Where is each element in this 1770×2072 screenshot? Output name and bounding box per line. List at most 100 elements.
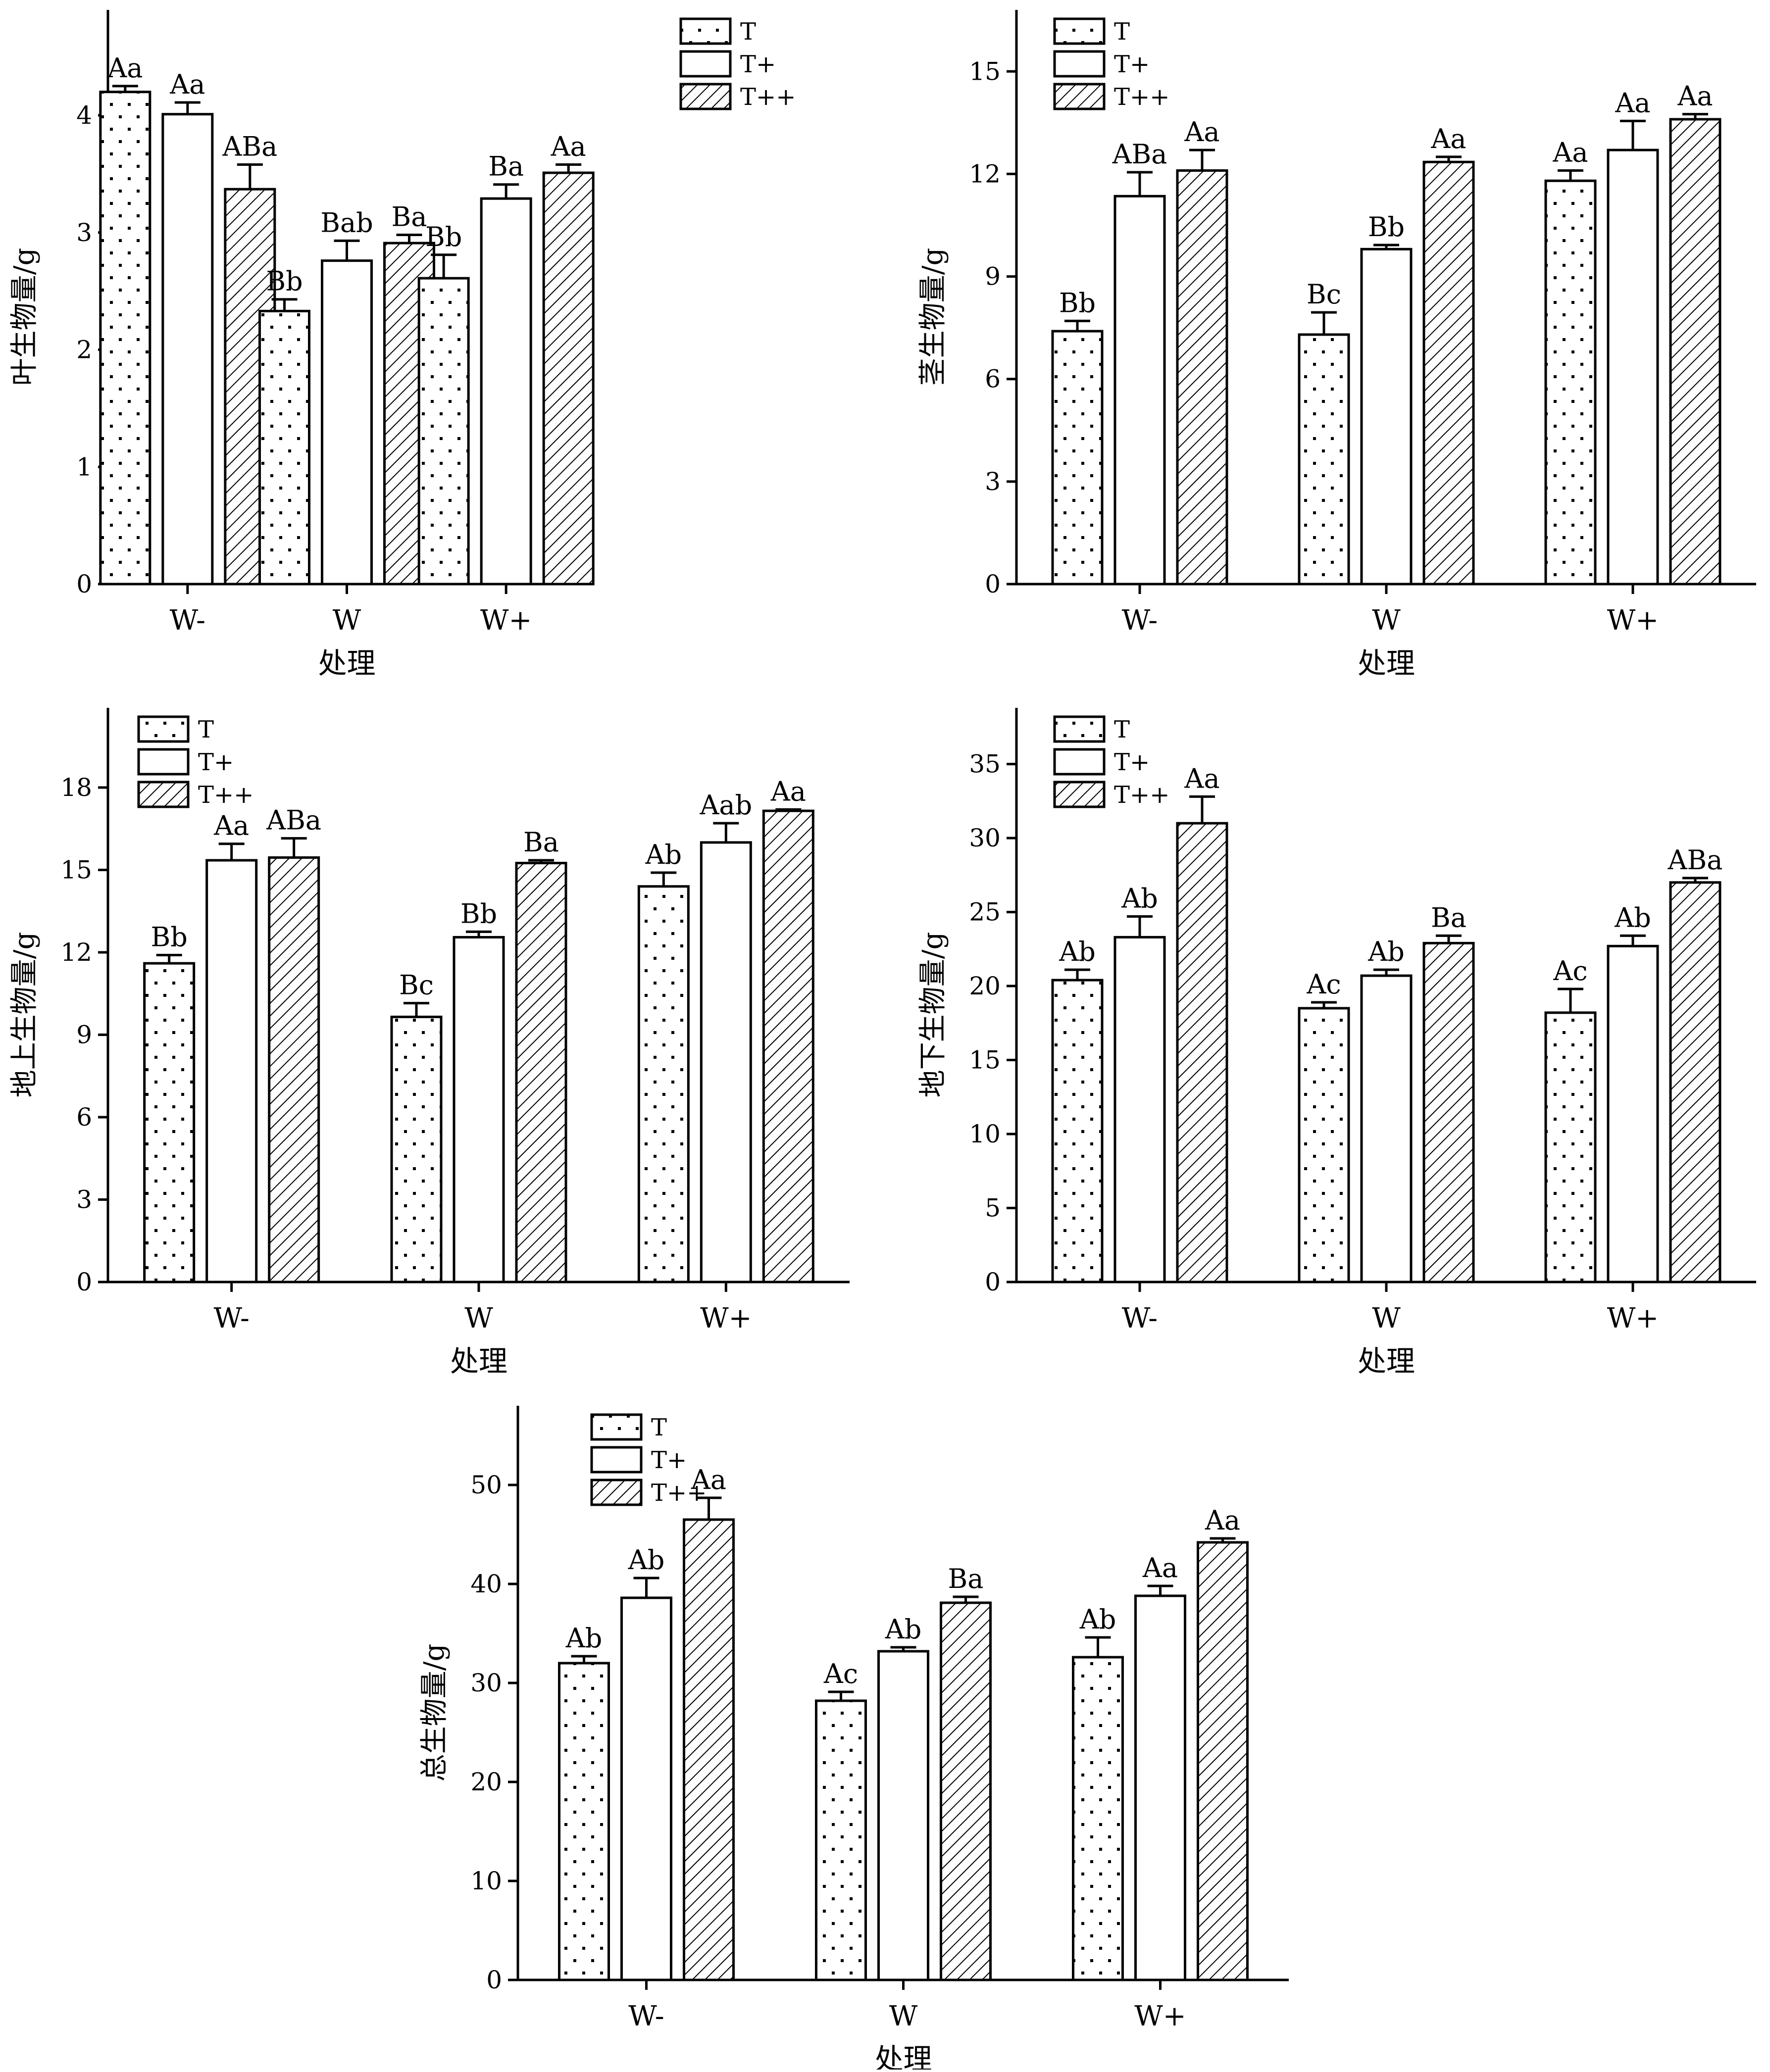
x-tick-label: W- <box>213 1302 249 1334</box>
bar <box>1607 944 1659 1283</box>
y-tick-label: 2 <box>76 336 92 364</box>
bar <box>258 309 310 586</box>
significance-label: Aa <box>1184 116 1219 148</box>
bar <box>515 862 567 1283</box>
x-tick-label: W <box>464 1302 493 1334</box>
significance-label: Aa <box>1615 87 1650 118</box>
x-tick-label: W <box>889 2000 918 2032</box>
x-tick-label: W- <box>170 604 205 637</box>
bar <box>205 859 258 1283</box>
chart-panel-4: 0 5 10 15 20 25 30 35 地下生物量/g W- Ab Ab Aa W Ac Ab Ba W+ Ac… <box>917 708 1756 1378</box>
bar <box>1544 1011 1597 1283</box>
legend-swatch <box>1053 50 1106 78</box>
x-tick-label: W <box>1372 1302 1401 1334</box>
y-tick-label: 10 <box>969 1120 1001 1148</box>
significance-label: Aa <box>551 131 586 162</box>
y-tick-label: 0 <box>985 1268 1001 1296</box>
legend-label: T++ <box>198 781 253 809</box>
bar <box>1298 333 1350 586</box>
bar <box>1113 936 1166 1283</box>
y-tick-label: 50 <box>470 1471 502 1499</box>
chart-panel-2: 0 3 6 9 12 15 茎生物量/g W- Bb ABa Aa W Bc Bb Aa W+ Aa Aa Aa 处理… <box>917 10 1756 680</box>
chart-panel-5: 0 10 20 30 40 50 总生物量/g W- Ab Ab Aa W Ac Ab Ba W+ Ab Aa Aa… <box>418 1406 1289 2072</box>
x-tick-label: W- <box>628 2000 664 2032</box>
significance-label: Bab <box>320 207 373 238</box>
bar <box>453 936 505 1283</box>
bar <box>1669 118 1721 586</box>
y-tick-label: 18 <box>60 773 92 802</box>
bar <box>480 197 532 586</box>
x-tick-label: W+ <box>1134 2000 1186 2032</box>
legend-label: T <box>651 1414 667 1441</box>
significance-label: Aa <box>1677 81 1713 112</box>
bar <box>700 841 752 1283</box>
legend: T T+ T++ <box>137 715 253 809</box>
bar <box>1607 148 1659 586</box>
y-tick-label: 20 <box>969 972 1001 1000</box>
significance-label: Bc <box>399 970 434 1001</box>
y-tick-label: 4 <box>76 101 92 130</box>
y-axis-label: 总生物量/g <box>418 1644 451 1782</box>
significance-label: ABa <box>266 805 321 836</box>
significance-label: Ab <box>1059 936 1096 967</box>
x-axis-label: 处理 <box>1358 1344 1415 1378</box>
significance-label: Bb <box>1059 287 1096 318</box>
significance-label: Aa <box>107 52 143 84</box>
significance-label: Ab <box>645 839 682 870</box>
significance-label: Ab <box>628 1544 665 1576</box>
y-tick-label: 12 <box>969 159 1001 188</box>
significance-label: Aa <box>691 1464 726 1495</box>
bar <box>1134 1594 1186 1981</box>
y-tick-label: 25 <box>969 898 1001 927</box>
x-axis-label: 处理 <box>450 1344 507 1378</box>
bar <box>877 1650 929 1981</box>
legend-swatch <box>1053 83 1106 110</box>
significance-label: Bb <box>1368 211 1405 243</box>
y-tick-label: 35 <box>969 750 1001 779</box>
significance-label: Bb <box>266 266 303 297</box>
legend-swatch <box>1053 781 1106 808</box>
legend-label: T <box>198 716 214 743</box>
x-tick-label: W- <box>1122 1302 1158 1334</box>
significance-label: Ba <box>392 201 427 233</box>
bar <box>143 962 196 1283</box>
y-axis-label: 地上生物量/g <box>8 932 41 1098</box>
y-tick-label: 0 <box>985 570 1001 598</box>
significance-label: Ab <box>565 1623 603 1654</box>
y-tick-label: 6 <box>76 1103 92 1132</box>
bar <box>762 809 814 1283</box>
significance-label: Aab <box>699 789 752 821</box>
y-tick-label: 15 <box>60 855 92 884</box>
legend-label: T+ <box>198 748 234 776</box>
y-tick-label: 0 <box>76 1268 92 1296</box>
y-tick-label: 15 <box>969 1046 1001 1075</box>
y-tick-label: 10 <box>470 1867 502 1895</box>
bar <box>1422 160 1475 586</box>
bar <box>1544 179 1597 586</box>
x-tick-label: W+ <box>1607 604 1659 637</box>
bar <box>1298 1007 1350 1283</box>
bar <box>99 91 152 586</box>
y-tick-label: 12 <box>60 938 92 967</box>
bar <box>1113 195 1166 586</box>
significance-label: Aa <box>770 776 806 807</box>
bar <box>268 856 320 1283</box>
significance-label: Aa <box>1184 763 1219 794</box>
x-tick-label: W+ <box>480 604 532 637</box>
significance-label: Aa <box>1430 123 1466 154</box>
x-tick-label: W+ <box>700 1302 752 1334</box>
legend: T T+ T++ <box>679 17 796 111</box>
significance-label: Ab <box>1367 936 1405 967</box>
significance-label: Aa <box>169 69 205 100</box>
significance-label: Ba <box>523 827 559 858</box>
x-tick-label: W+ <box>1607 1302 1659 1334</box>
x-tick-label: W <box>333 604 361 637</box>
significance-label: Bc <box>1307 279 1341 310</box>
y-axis-label: 地下生物量/g <box>917 932 949 1098</box>
bar <box>1197 1541 1249 1981</box>
significance-label: Ab <box>1079 1604 1116 1635</box>
legend: T T+ T++ <box>1053 715 1169 809</box>
significance-label: ABa <box>222 131 277 162</box>
bar <box>1176 169 1228 586</box>
